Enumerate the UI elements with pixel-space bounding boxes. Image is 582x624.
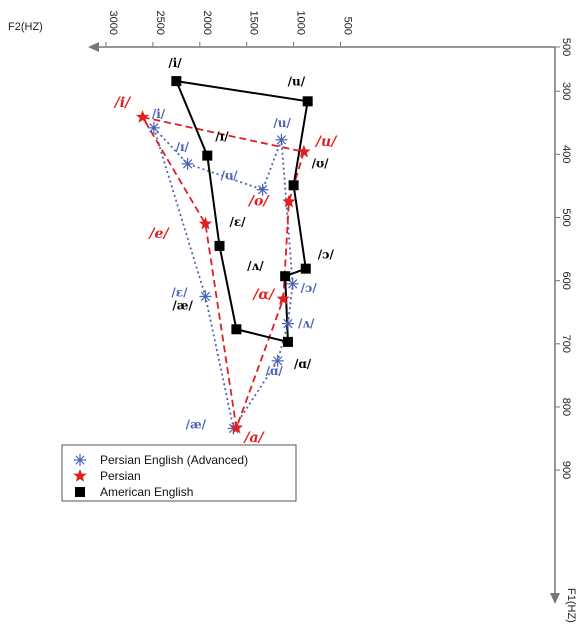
vowel-label: /ʌ/: [298, 317, 315, 331]
data-point: [181, 157, 194, 170]
y-tick-label: 500: [560, 208, 572, 226]
data-point: [288, 180, 299, 191]
data-point: [256, 183, 269, 196]
chart-axes: 3000 2500 2000 1500 1000 500 F2(HZ) 500 300 400 50…: [8, 11, 577, 623]
asterisk-stroke: [200, 291, 211, 302]
vowel-label: /ɑ/: [266, 364, 284, 378]
vowel-label: /ʊ/: [221, 169, 239, 183]
data-point: [300, 263, 311, 274]
data-point: [231, 324, 242, 335]
data-point: [282, 336, 293, 347]
legend-entry: Persian: [100, 469, 141, 483]
vowel-label: /ɛ/: [171, 285, 188, 299]
data-point: [147, 121, 160, 134]
y-tick-label: 500: [560, 38, 572, 56]
data-point: [171, 76, 182, 87]
data-point: [276, 292, 290, 305]
data-point: [202, 150, 213, 161]
vowel-label: /u/: [314, 134, 338, 150]
vowel-label: /i/: [113, 95, 132, 111]
series-markers: [135, 76, 313, 435]
vowel-label: /i/: [152, 107, 166, 121]
series-line-0: [152, 127, 294, 431]
series-line-1: [141, 116, 306, 429]
y-tick-label: 400: [560, 145, 572, 163]
x-tick-label: 1000: [295, 11, 307, 35]
vowel-label: /ɪ/: [176, 140, 190, 154]
vowel-label: /ɔ/: [301, 281, 318, 295]
vowel-label: /ɪ/: [215, 130, 229, 144]
x-tick-label: 500: [342, 17, 354, 35]
asterisk-stroke: [257, 185, 268, 195]
legend-marker: [74, 454, 86, 466]
vowel-label: /o/: [247, 194, 270, 210]
vowel-label: /ɛ/: [229, 215, 246, 229]
vowel-label: /æ/: [186, 417, 207, 431]
asterisk-stroke: [287, 279, 298, 289]
y-tick-label: 800: [560, 398, 572, 416]
legend-marker: [73, 469, 87, 482]
data-point: [271, 354, 284, 367]
data-point: [198, 216, 213, 230]
vowel-label: /e/: [147, 226, 170, 242]
y-tick-label: 900: [560, 461, 572, 479]
asterisk-stroke: [283, 318, 293, 329]
vowel-label: /ɔ/: [318, 248, 335, 262]
x-tick-label: 1500: [248, 11, 260, 35]
y-tick-label: 600: [560, 271, 572, 289]
vowel-label: /æ/: [172, 298, 193, 312]
vowel-label: /u/: [273, 116, 291, 130]
vowel-label: /u/: [288, 74, 306, 88]
legend-entry: Persian English (Advanced): [100, 453, 248, 467]
data-point: [297, 144, 311, 158]
x-axis-arrow: [88, 42, 99, 52]
data-point: [282, 194, 296, 208]
x-tick-label: 2000: [201, 11, 213, 35]
vowel-label: /ɑ/: [294, 357, 312, 371]
vowel-label: /ʊ/: [312, 156, 330, 170]
asterisk-stroke: [182, 159, 193, 169]
asterisk-stroke: [272, 356, 283, 366]
x-axis-title: F2(HZ): [8, 21, 43, 33]
data-point: [229, 420, 243, 434]
legend-entry: American English: [100, 485, 193, 499]
x-tick-label: 3000: [107, 11, 119, 35]
legend: Persian English (Advanced) Persian America…: [61, 444, 297, 502]
data-point: [199, 290, 212, 303]
data-point: [214, 240, 225, 251]
y-tick-label: 700: [560, 335, 572, 353]
vowel-label: /a/: [242, 430, 265, 446]
data-point: [281, 317, 294, 330]
data-point: [135, 110, 150, 123]
x-tick-label: 2500: [154, 11, 166, 35]
vowel-label: /ɑ/: [251, 287, 276, 303]
y-axis-arrow: [550, 593, 560, 604]
data-point: [302, 96, 313, 107]
data-point: [280, 271, 291, 282]
legend-box: [61, 444, 297, 502]
vowel-labels: /i//ɪ//ʊ//u//ɔ//ʌ//ɑ//æ//ɛ//i//u//o//ɑ//…: [113, 56, 339, 446]
data-point: [286, 277, 299, 290]
vowel-label: /i/: [168, 56, 182, 70]
asterisk-stroke: [276, 135, 287, 145]
y-tick-label: 300: [560, 82, 572, 100]
legend-marker: [75, 487, 85, 497]
data-point: [275, 133, 288, 146]
asterisk-stroke: [149, 123, 159, 133]
vowel-label: /ʌ/: [247, 259, 264, 273]
series-line-2: [175, 80, 309, 344]
y-axis-title: F1(HZ): [565, 588, 577, 623]
asterisk-stroke: [75, 455, 85, 465]
